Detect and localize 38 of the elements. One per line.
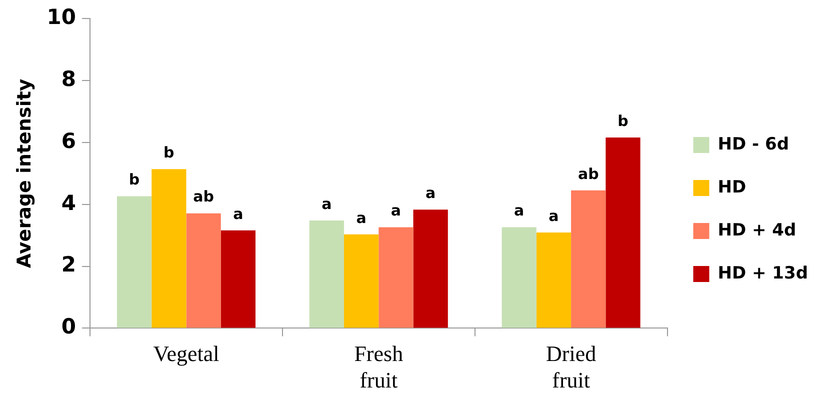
bar xyxy=(220,230,256,328)
bar xyxy=(378,227,414,328)
data-label: a xyxy=(356,208,366,227)
data-label: b xyxy=(164,143,175,162)
data-label: ab xyxy=(578,164,600,183)
data-label: ab xyxy=(193,188,214,206)
data-label: a xyxy=(548,206,559,225)
data-label: a xyxy=(426,184,436,202)
bar xyxy=(571,190,606,328)
x-tick-label: Dried fruit xyxy=(546,341,596,393)
data-label: a xyxy=(233,204,244,223)
bar xyxy=(152,169,186,328)
legend-label: HD xyxy=(718,177,746,198)
bar xyxy=(186,213,221,328)
data-label: a xyxy=(390,202,402,220)
bar xyxy=(344,234,379,328)
data-label: b xyxy=(128,170,140,189)
legend-label: HD + 4d xyxy=(718,220,796,240)
bar xyxy=(536,232,572,328)
y-tick-label: 6 xyxy=(61,128,76,153)
bar xyxy=(413,210,448,328)
bar xyxy=(309,220,344,328)
y-tick-label: 0 xyxy=(61,314,76,339)
y-tick-label: 2 xyxy=(61,252,76,277)
data-label: a xyxy=(514,202,524,220)
y-tick-label: 8 xyxy=(61,66,76,91)
y-tick-label: 10 xyxy=(46,5,76,30)
legend-label: HD + 13d xyxy=(718,263,808,284)
x-tick-label: Fresh fruit xyxy=(354,341,404,393)
x-tick-label: Vegetal xyxy=(153,341,220,366)
y-tick-label: 4 xyxy=(61,190,76,215)
bar xyxy=(116,196,152,328)
data-label: b xyxy=(618,112,629,130)
bar xyxy=(502,227,536,328)
data-label: a xyxy=(322,194,332,213)
legend-label: HD - 6d xyxy=(718,134,789,154)
bar xyxy=(606,137,640,328)
y-axis-title: Average intensity xyxy=(13,78,36,268)
